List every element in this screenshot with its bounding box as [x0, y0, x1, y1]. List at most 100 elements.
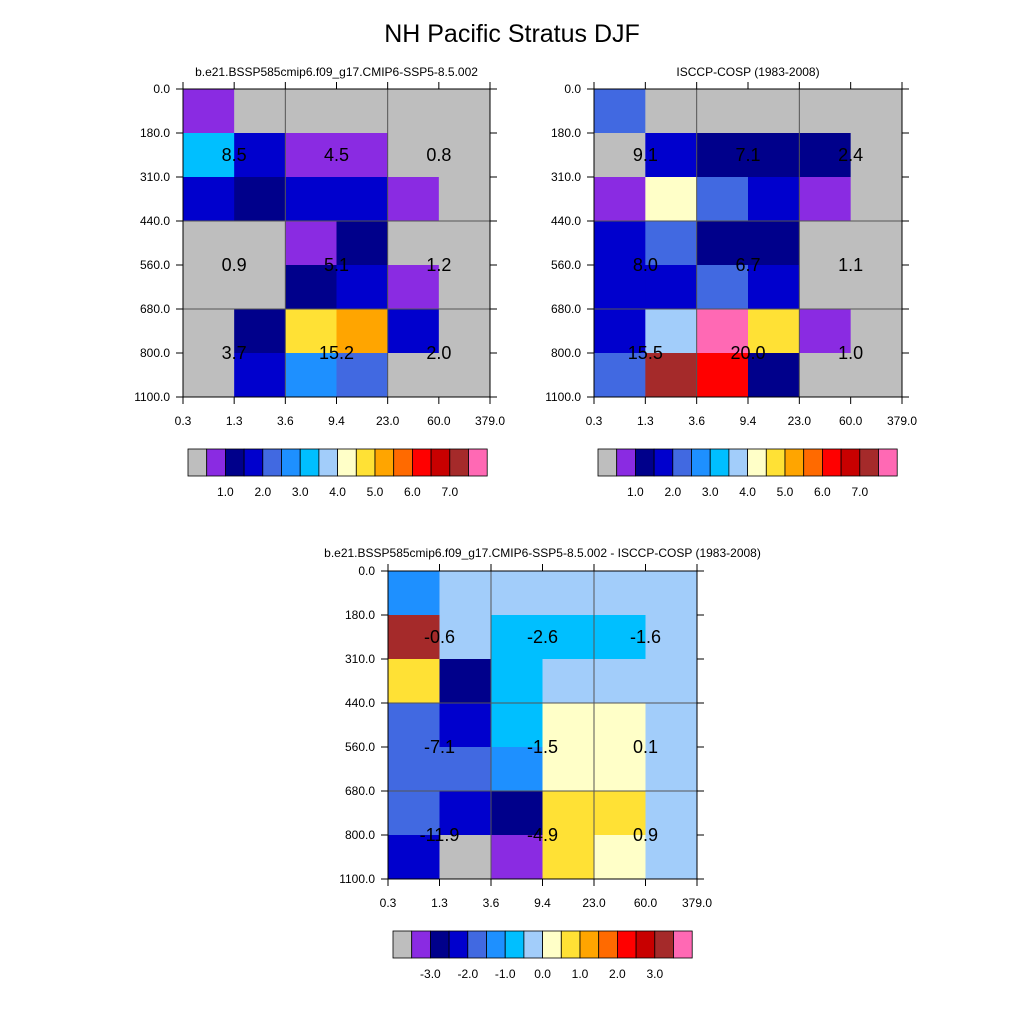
block-value-label: 3.7: [222, 343, 247, 363]
colorbar-box: [709, 448, 730, 477]
heatmap-cell: [439, 703, 492, 748]
y-tick-label: 560.0: [345, 740, 375, 754]
heatmap-cell: [542, 615, 595, 660]
y-tick-label: 310.0: [551, 170, 581, 184]
heatmap-cell: [696, 353, 749, 398]
heatmap-cell: [799, 309, 852, 354]
heatmap-cell: [799, 133, 852, 178]
colorbar-box: [616, 448, 636, 477]
colorbar-box: [318, 448, 338, 477]
y-tick-label: 800.0: [345, 828, 375, 842]
heatmap-cell: [594, 265, 646, 310]
heatmap-cell: [439, 615, 492, 660]
colorbar-label: 2.0: [254, 485, 271, 499]
colorbar-label: 1.0: [627, 485, 644, 499]
block-value-label: 9.1: [633, 145, 658, 165]
colorbar-label: 7.0: [851, 485, 868, 499]
colorbar-box: [243, 448, 264, 477]
colorbar-label: 5.0: [777, 485, 794, 499]
heatmap-cell: [748, 133, 800, 178]
colorbar-box: [747, 448, 767, 477]
block-value-label: -7.1: [424, 737, 455, 757]
colorbar-box: [411, 448, 432, 477]
panel-difference: b.e21.BSSP585cmip6.f09_g17.CMIP6-SSP5-8.…: [324, 546, 761, 981]
x-tick-label: 9.4: [740, 414, 757, 428]
x-tick-label: 9.4: [328, 414, 345, 428]
colorbar-box: [672, 448, 692, 477]
heatmap-cell: [748, 309, 800, 354]
y-tick-label: 310.0: [345, 652, 375, 666]
colorbar-box: [673, 930, 693, 959]
heatmap-cell: [645, 221, 698, 266]
heatmap-cell: [799, 177, 852, 222]
block-value-label: 2.4: [838, 145, 863, 165]
heatmap-cell: [285, 177, 337, 222]
colorbar-box: [430, 448, 451, 477]
heatmap-cell: [234, 133, 286, 178]
heatmap-cell: [439, 791, 492, 836]
heatmap-cell: [696, 265, 749, 310]
block-value-label: 6.7: [735, 255, 760, 275]
heatmap-cell: [542, 747, 595, 792]
heatmap-cell: [696, 89, 749, 134]
colorbar-label: 2.0: [664, 485, 681, 499]
colorbar-label: -1.0: [495, 967, 516, 981]
heatmap-cell: [799, 89, 852, 134]
colorbar-box: [598, 930, 618, 959]
heatmap-cell: [491, 703, 543, 748]
block-value-label: 1.0: [838, 343, 863, 363]
heatmap-cell: [594, 89, 646, 134]
x-tick-label: 60.0: [634, 896, 658, 910]
heatmap-cell: [594, 177, 646, 222]
y-tick-label: 0.0: [153, 82, 170, 96]
colorbar-box: [467, 930, 487, 959]
colorbar-box: [542, 930, 562, 959]
x-tick-label: 23.0: [582, 896, 606, 910]
colorbar-box: [728, 448, 749, 477]
heatmap-cell: [594, 221, 646, 266]
colorbar-label: 1.0: [572, 967, 589, 981]
heatmap-cell: [234, 353, 286, 398]
heatmap-cell: [696, 133, 749, 178]
heatmap-cell: [491, 747, 543, 792]
colorbar-box: [355, 448, 376, 477]
heatmap-cell: [594, 835, 646, 880]
block-value-label: 15.5: [628, 343, 663, 363]
x-tick-label: 1.3: [637, 414, 654, 428]
heatmap-cell: [285, 353, 337, 398]
heatmap-cell: [336, 177, 389, 222]
colorbar-label: -3.0: [420, 967, 441, 981]
heatmap-cell: [388, 615, 440, 660]
colorbar-box: [653, 448, 674, 477]
block-value-label: 1.1: [838, 255, 863, 275]
block-value-label: 8.5: [222, 145, 247, 165]
heatmap-cell: [439, 747, 492, 792]
x-tick-label: 3.6: [483, 896, 500, 910]
heatmap-cell: [542, 571, 595, 616]
x-tick-label: 9.4: [534, 896, 551, 910]
heatmap-cell: [387, 221, 440, 266]
heatmap-cell: [491, 615, 543, 660]
colorbar-label: 6.0: [404, 485, 421, 499]
heatmap-cell: [234, 309, 286, 354]
heatmap-cell: [542, 703, 595, 748]
colorbar-box: [579, 930, 600, 959]
heatmap-cell: [645, 703, 698, 748]
colorbar-box: [449, 448, 469, 477]
heatmap-cell: [438, 353, 491, 398]
y-tick-label: 560.0: [140, 258, 170, 272]
heatmap-cell: [387, 89, 440, 134]
heatmap-cell: [850, 89, 903, 134]
colorbar-label: 6.0: [814, 485, 831, 499]
heatmap-cell: [645, 747, 698, 792]
heatmap-cell: [438, 309, 491, 354]
heatmap-cell: [438, 133, 491, 178]
heatmap-cell: [594, 791, 646, 836]
colorbar-box: [617, 930, 637, 959]
colorbar-box: [784, 448, 805, 477]
colorbar-box: [654, 930, 674, 959]
y-tick-label: 0.0: [564, 82, 581, 96]
y-tick-label: 0.0: [358, 564, 375, 578]
colorbar-box: [337, 448, 357, 477]
